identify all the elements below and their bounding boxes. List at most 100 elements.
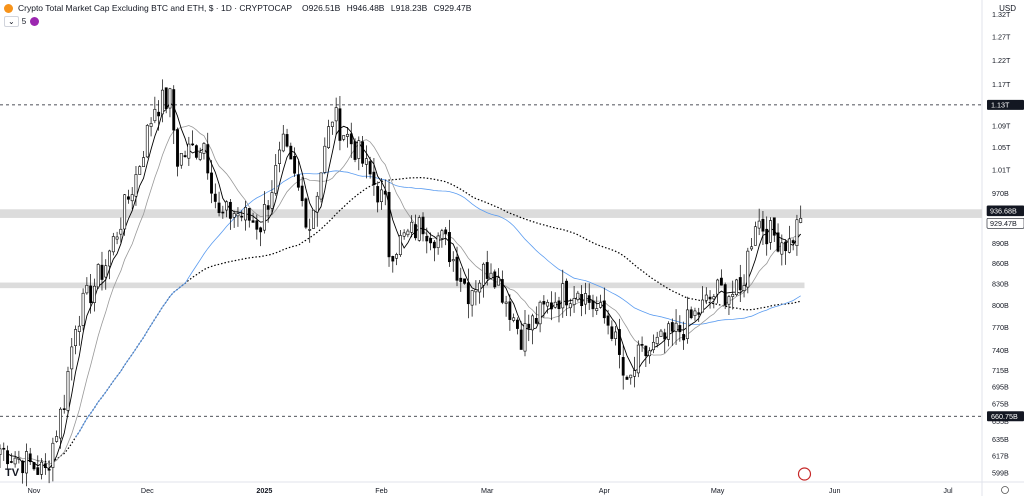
candle-body — [236, 213, 240, 217]
y-tick-label: 1.01T — [992, 166, 1011, 175]
candle-body — [262, 204, 266, 231]
low-label: L — [390, 3, 396, 13]
candle-body — [383, 190, 387, 195]
candle-body — [693, 310, 697, 316]
y-tick-label: 599B — [992, 469, 1009, 478]
candle-body — [17, 457, 21, 460]
candle-body — [410, 221, 414, 233]
low-value: 918.23B — [395, 3, 428, 13]
candle-body — [281, 133, 285, 152]
candle-body — [500, 279, 504, 303]
tradingview-logo-icon: TV — [5, 467, 20, 479]
indicator-count[interactable]: 5 — [21, 17, 27, 26]
level-tag-box-1 — [987, 411, 1024, 422]
candle-body — [663, 332, 667, 340]
candle-body — [429, 238, 433, 244]
candle-body — [138, 166, 142, 175]
candle-body — [202, 143, 206, 154]
candle-body — [289, 145, 293, 160]
candle-body — [194, 145, 198, 158]
candle-body — [719, 277, 723, 286]
candle-body — [712, 296, 716, 300]
candle-body — [617, 329, 621, 355]
candle-body — [640, 344, 644, 346]
y-tick-label: 1.22T — [992, 56, 1011, 65]
candle-body — [74, 329, 77, 347]
price-tag-label-0: 936.68B — [990, 206, 1017, 215]
candle-body — [723, 284, 727, 306]
candle-body — [599, 302, 602, 308]
candle-body — [92, 285, 96, 303]
candle-body — [682, 334, 686, 341]
candle-body — [25, 451, 28, 474]
candle-body — [440, 230, 444, 239]
candle-body — [451, 259, 455, 262]
candle-body — [470, 290, 474, 306]
price-tag-box-0 — [986, 205, 1024, 217]
zone-1 — [0, 282, 805, 289]
candle-body — [270, 192, 274, 209]
candle-body — [625, 376, 629, 380]
y-tick-label: 770B — [992, 323, 1009, 332]
candle-body — [149, 123, 153, 127]
candle-body — [791, 240, 795, 244]
close-value: 929.47B — [439, 3, 472, 13]
candle-body — [769, 220, 772, 243]
candle-body — [799, 217, 803, 223]
candle-body — [708, 296, 712, 300]
candle-body — [323, 145, 327, 173]
candle-body — [659, 330, 663, 337]
x-tick-label: Nov — [28, 486, 41, 495]
candle-body — [602, 300, 606, 319]
candle-body — [183, 155, 187, 158]
y-tick-label: 970B — [992, 189, 1009, 198]
y-tick-label: 1.17T — [992, 80, 1011, 89]
candle-body — [508, 301, 512, 320]
candle-body — [493, 271, 497, 288]
candle-body — [432, 241, 436, 249]
candle-body — [757, 220, 761, 229]
candle-body — [746, 250, 750, 288]
candle-body — [278, 149, 281, 164]
candle-body — [497, 277, 500, 286]
currency-label[interactable]: USD — [999, 4, 1016, 13]
candle-body — [153, 108, 157, 122]
ma-slow-line — [18, 125, 801, 465]
x-tick-label: Jul — [943, 486, 953, 495]
candle-body — [96, 264, 100, 288]
candle-body — [247, 208, 251, 221]
level-tag-label-1: 660.75B — [991, 412, 1018, 421]
candle-body — [51, 442, 55, 468]
candle-body — [549, 302, 553, 310]
candle-body — [2, 447, 6, 450]
candle-body — [100, 264, 104, 280]
collapse-indicators-button[interactable]: ⌄ — [4, 16, 19, 27]
candle-body — [9, 461, 13, 463]
candle-body — [319, 172, 323, 200]
candle-body — [398, 235, 402, 256]
high-label: H — [346, 3, 353, 13]
candle-body — [43, 463, 47, 468]
candle-body — [610, 326, 614, 339]
candle-body — [685, 309, 689, 339]
candle-body — [576, 292, 580, 300]
candle-body — [701, 299, 704, 313]
candle-body — [330, 121, 334, 127]
candle-body — [644, 345, 648, 357]
y-tick-label: 860B — [992, 259, 1009, 268]
candle-body — [561, 283, 565, 309]
candle-body — [172, 89, 176, 131]
candle-body — [89, 285, 93, 304]
candle-body — [134, 174, 138, 197]
candle-body — [395, 254, 399, 259]
candle-body — [225, 201, 229, 211]
candle-body — [455, 256, 459, 281]
y-tick-label: 617B — [992, 452, 1009, 461]
candle-body — [0, 448, 2, 455]
candle-body — [55, 436, 59, 442]
candle-body — [436, 235, 440, 249]
candle-body — [557, 300, 561, 310]
x-tick-label: 2025 — [256, 486, 272, 495]
indicator-icon[interactable] — [30, 17, 40, 26]
